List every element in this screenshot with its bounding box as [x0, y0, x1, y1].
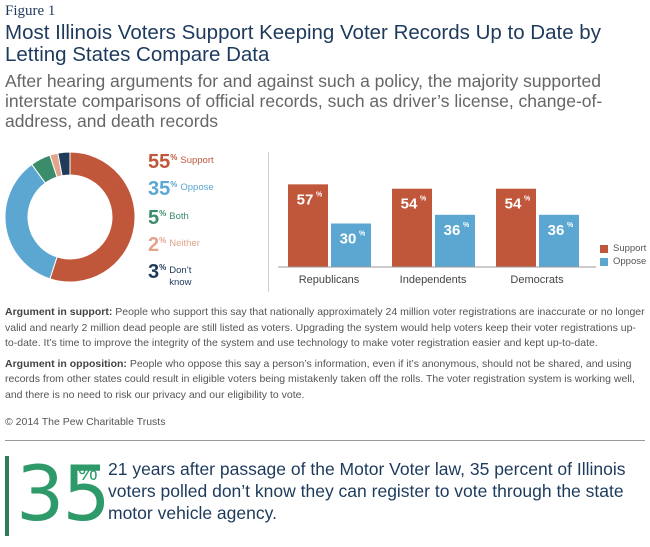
legend-value: 5: [148, 207, 160, 229]
notes: Argument in support: People who support …: [5, 305, 645, 408]
copyright: © 2014 The Pew Charitable Trusts: [5, 416, 166, 428]
legend-item: 35% Oppose: [148, 179, 214, 199]
legend-label: Oppose: [613, 256, 647, 267]
callout-text: 21 years after passage of the Motor Vote…: [108, 459, 626, 523]
legend-value: 3: [148, 261, 160, 283]
bar-support-democrats: [496, 188, 536, 267]
divider: [268, 152, 269, 292]
bar-value-percent-sign: %: [316, 191, 323, 198]
legend-item: 55% Support: [148, 152, 214, 172]
legend-label: Support: [613, 243, 647, 254]
bar-legend: Support Oppose: [600, 242, 646, 268]
pie-slice-oppose: [4, 163, 58, 280]
legend-label: Support: [180, 155, 214, 166]
bar-value-percent-sign: %: [567, 222, 574, 229]
bar-value-percent-sign: %: [463, 222, 470, 229]
legend-label: Both: [169, 211, 189, 222]
bar-support-independents: [392, 188, 432, 267]
oppose-note: Argument in opposition: People who oppos…: [5, 357, 645, 404]
bar-value-percent-sign: %: [420, 196, 427, 203]
support-text: People who support this say that nationa…: [5, 306, 645, 349]
legend-value: 35: [148, 178, 171, 200]
section-rule: [5, 440, 645, 441]
oppose-heading: Argument in opposition:: [5, 357, 127, 370]
legend-item: 5% Both: [148, 208, 189, 228]
legend-item: 2% Neither: [148, 235, 200, 255]
legend-swatch: [600, 257, 608, 266]
support-note: Argument in support: People who support …: [5, 305, 645, 352]
legend-swatch: [600, 244, 608, 253]
pie-slice-support: [49, 151, 136, 283]
legend-percent-sign: %: [170, 180, 178, 189]
legend-label: Neither: [169, 238, 200, 249]
bar-value-label: 54: [505, 196, 522, 213]
legend-value: 2: [148, 234, 160, 256]
bar-support-republicans: [288, 184, 328, 267]
figure-label: Figure 1: [5, 3, 56, 19]
legend-percent-sign: %: [159, 263, 167, 272]
oppose-text: People who oppose this say a person’s in…: [5, 357, 635, 401]
category-label: Democrats: [510, 274, 564, 286]
callout-accent-bar: [5, 456, 9, 536]
bar-legend-item: Support: [600, 242, 646, 255]
legend-value: 55: [148, 151, 171, 173]
legend-label: Don’t know: [169, 265, 192, 288]
chart-title: Most Illinois Voters Support Keeping Vot…: [5, 21, 601, 66]
bar-value-percent-sign: %: [524, 196, 531, 203]
bar-value-label: 54: [401, 196, 418, 213]
legend-percent-sign: %: [159, 209, 167, 218]
bar-oppose-independents: [435, 214, 475, 267]
bar-value-label: 30: [340, 231, 357, 248]
bar-oppose-republicans: [331, 223, 371, 267]
bar-value-percent-sign: %: [359, 231, 366, 238]
bar-value-label: 57: [297, 191, 314, 208]
bar-value-label: 36: [444, 222, 461, 239]
legend-percent-sign: %: [159, 236, 167, 245]
callout-percent: %: [78, 460, 98, 485]
donut-chart: [4, 151, 136, 283]
callout-number: 35: [16, 449, 111, 538]
category-label: Republicans: [299, 274, 360, 286]
bar-oppose-democrats: [539, 214, 579, 267]
bar-value-label: 36: [548, 222, 565, 239]
legend-label: Oppose: [180, 182, 214, 193]
legend-percent-sign: %: [170, 153, 178, 162]
category-label: Independents: [400, 274, 467, 286]
bar-legend-item: Oppose: [600, 255, 646, 268]
legend-item: 3% Don’t know: [148, 262, 201, 289]
pie-slice-don-t-know: [57, 151, 71, 177]
chart-subtitle: After hearing arguments for and against …: [5, 71, 603, 131]
support-heading: Argument in support:: [5, 306, 113, 318]
